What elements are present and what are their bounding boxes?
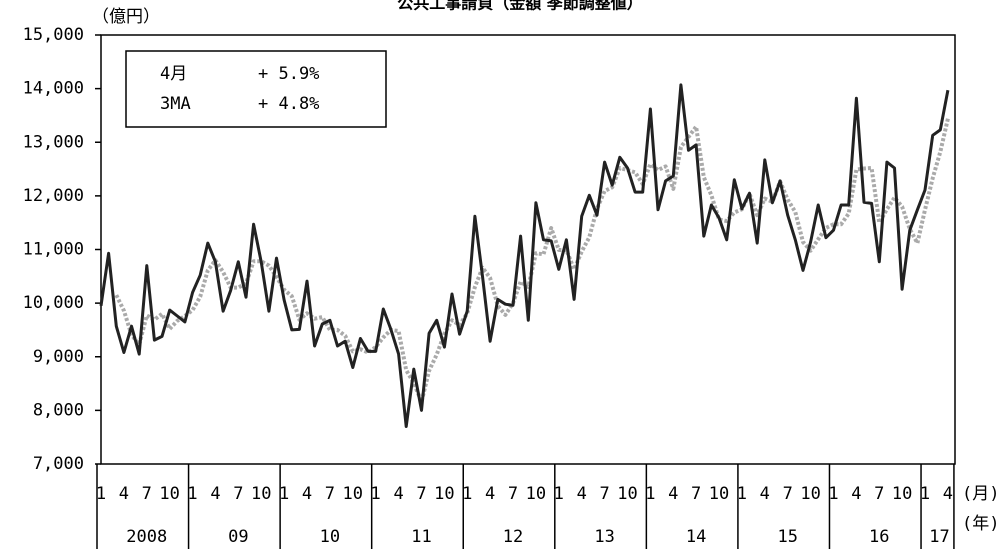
x-tick-label: 10 bbox=[159, 484, 179, 504]
y-tick-label: 10,000 bbox=[23, 293, 84, 313]
year-label: 2008 bbox=[126, 527, 167, 547]
x-tick-label: 7 bbox=[783, 484, 793, 504]
x-tick-label: 10 bbox=[434, 484, 454, 504]
year-label: 12 bbox=[503, 527, 523, 547]
y-tick-label: 13,000 bbox=[23, 132, 84, 152]
x-tick-label: 1 bbox=[187, 484, 197, 504]
x-tick-label: 7 bbox=[325, 484, 335, 504]
x-tick-label: 7 bbox=[233, 484, 243, 504]
x-tick-label: 1 bbox=[737, 484, 747, 504]
year-label: 09 bbox=[228, 527, 248, 547]
x-tick-label: 4 bbox=[302, 484, 312, 504]
x-tick-label: 1 bbox=[462, 484, 472, 504]
year-unit-label: (年) bbox=[962, 514, 999, 534]
x-tick-label: 10 bbox=[617, 484, 637, 504]
x-tick-label: 10 bbox=[892, 484, 912, 504]
x-tick-label: 4 bbox=[668, 484, 678, 504]
x-tick-label: 4 bbox=[210, 484, 220, 504]
x-unit-label: (月) bbox=[962, 484, 999, 504]
x-tick-label: 1 bbox=[96, 484, 106, 504]
summary-change: + 5.9% bbox=[258, 64, 319, 84]
x-tick-label: 4 bbox=[943, 484, 953, 504]
x-tick-label: 4 bbox=[119, 484, 129, 504]
data-line bbox=[99, 83, 950, 428]
x-tick-label: 7 bbox=[599, 484, 609, 504]
x-tick-label: 10 bbox=[343, 484, 363, 504]
summary-box bbox=[125, 50, 387, 128]
x-tick-label: 10 bbox=[251, 484, 271, 504]
x-tick-label: 1 bbox=[828, 484, 838, 504]
year-label: 15 bbox=[777, 527, 797, 547]
year-label: 14 bbox=[686, 527, 706, 547]
x-tick-label: 1 bbox=[279, 484, 289, 504]
y-tick-label: 9,000 bbox=[33, 347, 84, 367]
summary-label: 3MA bbox=[160, 94, 191, 114]
x-tick-label: 4 bbox=[393, 484, 403, 504]
x-tick-label: 7 bbox=[508, 484, 518, 504]
y-tick-label: 12,000 bbox=[23, 186, 84, 206]
year-label: 13 bbox=[594, 527, 614, 547]
x-tick-label: 4 bbox=[577, 484, 587, 504]
x-tick-label: 7 bbox=[691, 484, 701, 504]
y-tick-label: 14,000 bbox=[23, 79, 84, 99]
x-tick-label: 7 bbox=[416, 484, 426, 504]
y-tick-label: 7,000 bbox=[33, 454, 84, 474]
x-tick-label: 1 bbox=[920, 484, 930, 504]
year-label: 10 bbox=[320, 527, 340, 547]
x-tick-label: 4 bbox=[760, 484, 770, 504]
y-tick-label: 8,000 bbox=[33, 400, 84, 420]
summary-change: + 4.8% bbox=[258, 94, 319, 114]
y-unit-label: （億円） bbox=[92, 7, 160, 27]
year-label: 11 bbox=[411, 527, 431, 547]
x-tick-label: 1 bbox=[371, 484, 381, 504]
year-label: 16 bbox=[869, 527, 889, 547]
y-tick-label: 11,000 bbox=[23, 240, 84, 260]
x-tick-label: 4 bbox=[485, 484, 495, 504]
x-tick-label: 1 bbox=[554, 484, 564, 504]
x-tick-label: 10 bbox=[709, 484, 729, 504]
x-tick-label: 10 bbox=[800, 484, 820, 504]
x-tick-label: 7 bbox=[142, 484, 152, 504]
x-tick-label: 10 bbox=[526, 484, 546, 504]
x-tick-label: 7 bbox=[874, 484, 884, 504]
x-tick-label: 1 bbox=[645, 484, 655, 504]
y-tick-label: 15,000 bbox=[23, 25, 84, 45]
chart-title: 公共工事請負（金額 季節調整値） bbox=[397, 0, 643, 13]
summary-label: 4月 bbox=[160, 64, 187, 84]
x-tick-label: 4 bbox=[851, 484, 861, 504]
year-label: 17 bbox=[929, 527, 949, 547]
